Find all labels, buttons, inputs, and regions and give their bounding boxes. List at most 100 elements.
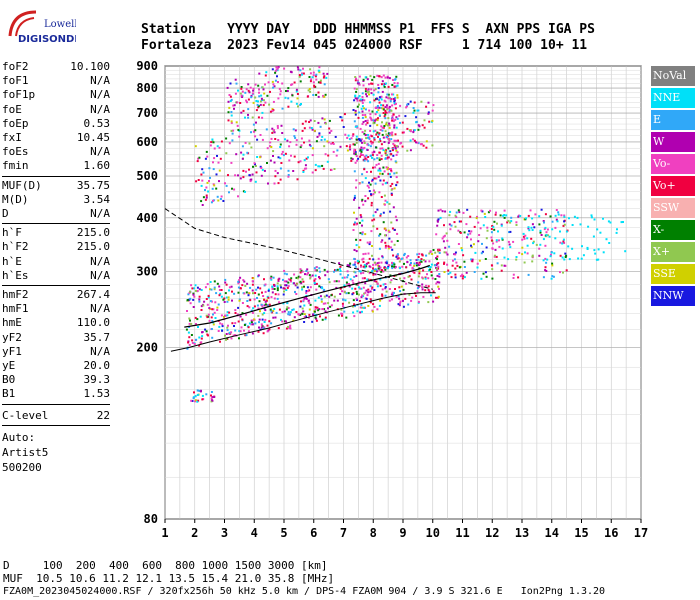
echo-point [385,149,387,152]
echo-point [253,130,256,133]
echo-point [219,157,222,160]
echo-point [448,214,451,217]
echo-point [293,282,295,285]
echo-point [395,153,398,156]
echo-point [462,254,465,257]
echo-point [468,230,471,233]
echo-point [272,309,275,312]
echo-point [287,169,290,172]
echo-point [393,82,396,85]
echo-point [390,158,393,161]
echo-point [490,239,493,242]
echo-point [270,146,273,148]
echo-point [355,290,358,293]
echo-point [523,237,526,240]
echo-point [383,85,386,88]
echo-point [313,310,316,313]
echo-point [247,98,250,101]
echo-point [276,126,279,129]
echo-point [354,111,357,114]
echo-point [355,155,358,158]
echo-point [378,106,381,109]
echo-point [391,84,394,86]
echo-point [381,256,384,259]
echo-point [385,290,388,293]
echo-point [503,216,506,219]
echo-point [411,270,414,273]
echo-point [378,132,381,135]
param-label: yF1 [2,344,22,358]
param-row-foes: foEs N/A [2,145,110,159]
echo-point [273,131,276,134]
param-label: B0 [2,373,16,387]
echo-point [269,277,272,280]
echo-point [353,143,356,146]
echo-point [415,141,417,144]
echo-point [194,316,197,319]
echo-point [413,262,416,265]
echo-point [480,252,483,255]
echo-point [212,141,215,144]
echo-point [396,232,399,235]
echo-point [353,198,355,201]
echo-point [327,141,330,144]
echo-point [292,128,295,131]
echo-point [351,158,354,161]
echo-point [438,275,441,278]
echo-point [319,79,322,82]
echo-point [371,219,374,222]
echo-point [250,321,253,324]
echo-point [301,129,304,132]
echo-point [393,265,396,268]
echo-point [314,75,317,78]
echo-point [416,253,419,256]
echo-point [379,128,382,131]
param-label: h`Es [2,268,29,282]
echo-point [358,270,361,273]
echo-point [243,324,246,326]
echo-point [369,241,372,244]
echo-point [284,138,286,141]
echo-point [436,258,438,261]
echo-point [384,286,387,288]
echo-point [383,203,386,206]
echo-point [287,278,290,281]
echo-point [442,240,445,243]
echo-point [324,122,327,125]
echo-point [300,103,302,105]
echo-point [333,295,336,298]
echo-point [393,124,396,127]
echo-point [317,296,320,299]
echo-point [198,295,201,298]
echo-point [371,82,374,85]
echo-point [377,175,380,178]
echo-point [590,216,593,219]
echo-point [287,281,290,284]
echo-point [231,290,233,293]
scaled-trace-line [184,264,430,328]
echo-point [380,106,383,109]
echo-point [395,295,398,298]
header-line-2: Fortaleza 2023 Fev14 045 024000 RSF 1 71… [141,38,588,53]
echo-point [318,66,321,69]
echo-point [396,94,399,97]
echo-point [384,106,387,109]
echo-point [325,294,328,297]
echo-point [195,180,198,183]
echo-point [355,223,358,226]
echo-point [383,266,386,269]
echo-point [375,118,378,121]
echo-point [423,126,426,129]
echo-point [211,399,214,402]
echo-point [390,188,393,191]
echo-point [359,270,362,273]
echo-point [340,312,343,315]
echo-point [378,167,381,170]
echo-point [218,169,221,172]
echo-point [436,281,439,284]
echo-point [396,82,399,85]
echo-point [206,283,209,286]
echo-point [542,259,545,262]
echo-point [240,86,243,88]
echo-point [427,111,430,114]
